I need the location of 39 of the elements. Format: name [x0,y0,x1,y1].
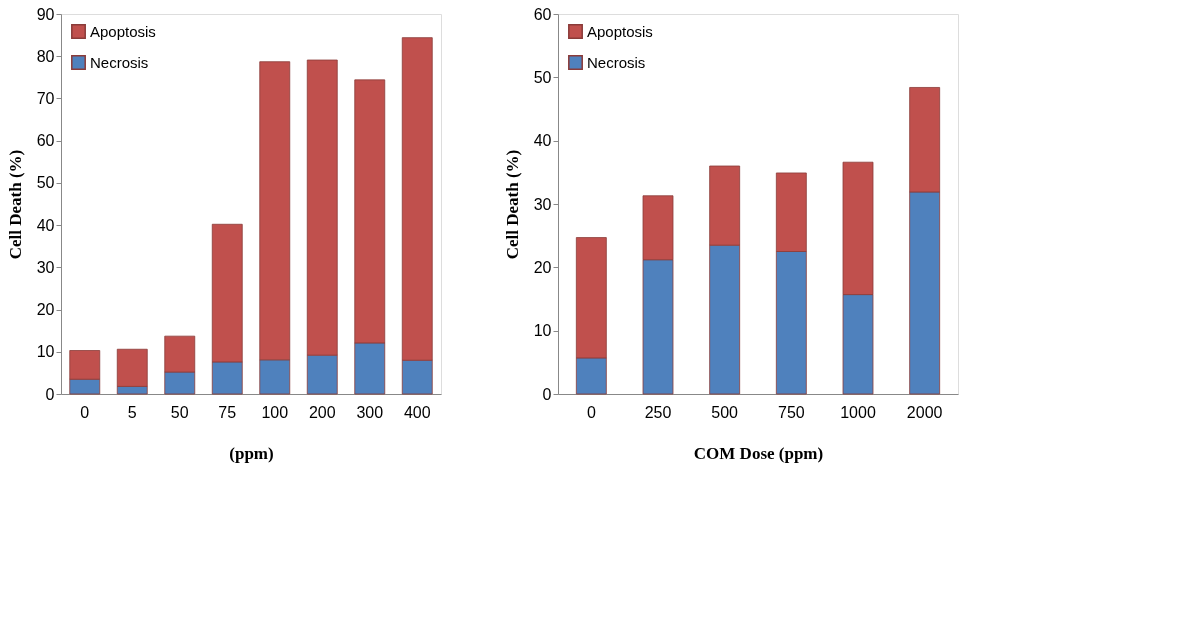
legend-label: Necrosis [587,53,646,71]
y-tick-label: 0 [45,385,55,403]
y-tick-label: 50 [36,174,55,192]
y-tick-label: 40 [533,132,552,150]
y-tick-label: 80 [36,47,55,65]
x-tick-label: 400 [403,403,431,421]
x-tick-label: 500 [711,403,739,421]
y-tick-label: 70 [36,89,55,107]
x-tick-label: 2000 [906,403,943,421]
x-tick-label: 75 [218,403,237,421]
x-tick-label: 200 [308,403,336,421]
x-tick-label: 250 [644,403,672,421]
y-axis-title: Cell Death (%) [502,149,522,260]
x-tick-label: 50 [170,403,189,421]
legend-label: Necrosis [90,53,149,71]
x-tick-label: 0 [80,403,90,421]
y-tick-label: 20 [36,301,55,319]
x-tick-label: 5 [127,403,137,421]
x-tick-label: 300 [356,403,384,421]
x-tick-label: 750 [777,403,805,421]
y-tick-label: 90 [36,5,55,23]
y-tick-label: 10 [533,322,552,340]
y-tick-label: 30 [533,195,552,213]
y-tick-label: 10 [36,343,55,361]
x-axis-title: (ppm) [229,443,274,463]
x-tick-label: 0 [586,403,596,421]
x-axis-title: COM Dose (ppm) [693,443,824,463]
y-tick-label: 20 [533,258,552,276]
y-tick-label: 0 [542,385,552,403]
y-tick-label: 30 [36,258,55,276]
y-tick-label: 50 [533,68,552,86]
x-tick-label: 1000 [840,403,876,421]
x-tick-label: 100 [261,403,289,421]
legend-label: Apoptosis [90,22,156,40]
legend-label: Apoptosis [587,22,653,40]
y-tick-label: 60 [533,5,552,23]
y-tick-label: 60 [36,132,55,150]
y-axis-title: Cell Death (%) [5,149,25,260]
y-tick-label: 40 [36,216,55,234]
